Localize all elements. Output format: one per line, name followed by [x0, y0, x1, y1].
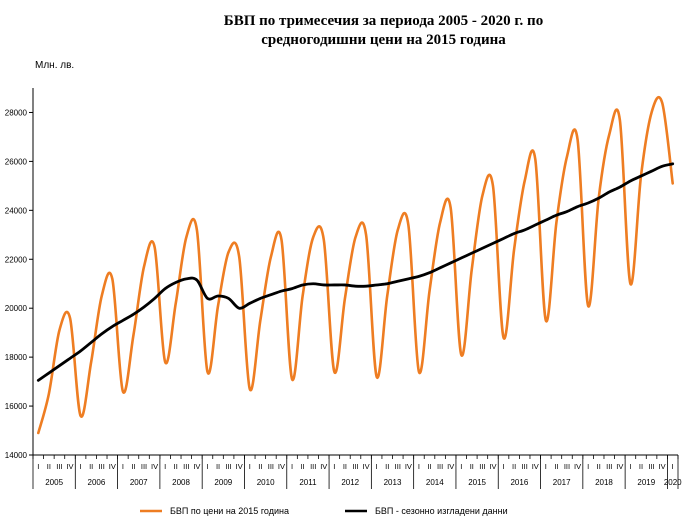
gdp-series-line — [36, 96, 675, 435]
x-quarter-label: III — [268, 462, 274, 471]
x-year-label: 2015 — [468, 478, 486, 487]
x-year-label: 2007 — [130, 478, 148, 487]
x-quarter-label: III — [522, 462, 528, 471]
x-quarter-label: I — [37, 462, 39, 471]
series-group — [36, 96, 675, 435]
x-quarter-label: II — [512, 462, 516, 471]
x-quarter-label: II — [174, 462, 178, 471]
x-year-label: 2008 — [172, 478, 190, 487]
x-quarter-label: III — [56, 462, 62, 471]
gdp-seasonally-adjusted-line — [36, 162, 675, 382]
x-quarter-label: I — [80, 462, 82, 471]
x-quarter-label: II — [301, 462, 305, 471]
x-quarter-label: III — [564, 462, 570, 471]
x-quarter-label: III — [141, 462, 147, 471]
x-quarter-label: II — [470, 462, 474, 471]
x-quarter-label: II — [554, 462, 558, 471]
x-quarter-label: III — [479, 462, 485, 471]
y-tick-label: 14000 — [5, 451, 28, 460]
x-quarter-label: II — [47, 462, 51, 471]
x-quarter-label: II — [131, 462, 135, 471]
legend: БВП по цени на 2015 година БВП - сезонно … — [140, 506, 508, 516]
x-quarter-label: I — [545, 462, 547, 471]
x-quarter-label: II — [597, 462, 601, 471]
x-quarter-label: II — [385, 462, 389, 471]
x-quarter-label: IV — [489, 462, 496, 471]
x-quarter-label: I — [164, 462, 166, 471]
x-quarter-label: IV — [574, 462, 581, 471]
x-quarter-label: I — [291, 462, 293, 471]
y-tick-label: 20000 — [5, 304, 28, 313]
axes-group: 14000 16000 18000 20000 22000 24000 26000 28000… — [5, 88, 682, 489]
x-quarter-label: II — [343, 462, 347, 471]
x-year-label: 2017 — [553, 478, 571, 487]
x-quarter-label: III — [310, 462, 316, 471]
x-quarter-label: IV — [532, 462, 539, 471]
y-tick-label: 28000 — [5, 108, 28, 117]
x-year-label: 2013 — [384, 478, 402, 487]
x-year-label: 2012 — [341, 478, 359, 487]
x-year-label: 2011 — [299, 478, 317, 487]
y-tick-label: 16000 — [5, 402, 28, 411]
x-quarter-label: IV — [659, 462, 666, 471]
y-tick-label: 24000 — [5, 206, 28, 215]
x-quarter-label: III — [648, 462, 654, 471]
x-quarter-label: III — [606, 462, 612, 471]
x-quarter-label: IV — [447, 462, 454, 471]
x-quarter-label: I — [672, 462, 674, 471]
x-quarter-label: III — [352, 462, 358, 471]
x-quarter-label: II — [427, 462, 431, 471]
x-quarter-label: IV — [320, 462, 327, 471]
x-quarter-label: I — [460, 462, 462, 471]
x-year-label: 2006 — [88, 478, 106, 487]
x-year-label: 2016 — [510, 478, 528, 487]
y-tick-label: 18000 — [5, 353, 28, 362]
chart-title: БВП по тримесечия за периода 2005 - 2020… — [0, 12, 687, 50]
x-quarter-label: III — [437, 462, 443, 471]
x-quarter-label: I — [418, 462, 420, 471]
y-axis-unit-label: Млн. лв. — [35, 60, 75, 71]
x-quarter-label: II — [89, 462, 93, 471]
x-year-label: 2018 — [595, 478, 613, 487]
x-quarter-label: IV — [193, 462, 200, 471]
x-quarter-label: III — [225, 462, 231, 471]
x-year-label: 2020 — [664, 478, 682, 487]
chart-title-line-1: БВП по тримесечия за периода 2005 - 2020… — [223, 13, 544, 29]
x-quarter-label: IV — [236, 462, 243, 471]
x-year-label: 2005 — [45, 478, 63, 487]
x-quarter-label: II — [258, 462, 262, 471]
legend-label: БВП по цени на 2015 година — [170, 506, 289, 516]
x-quarter-label: III — [395, 462, 401, 471]
y-tick-label: 22000 — [5, 255, 28, 264]
x-quarter-label: II — [639, 462, 643, 471]
x-quarter-label: I — [629, 462, 631, 471]
x-quarter-label: IV — [66, 462, 73, 471]
x-quarter-label: I — [249, 462, 251, 471]
y-tick-label: 26000 — [5, 157, 28, 166]
x-quarter-label: IV — [278, 462, 285, 471]
x-year-label: 2014 — [426, 478, 444, 487]
chart-title-line-2: средногодишни цени на 2015 година — [261, 32, 506, 48]
x-quarter-label: I — [122, 462, 124, 471]
x-quarter-label: III — [183, 462, 189, 471]
x-quarter-label: IV — [405, 462, 412, 471]
x-quarter-label: IV — [616, 462, 623, 471]
x-quarter-label: I — [587, 462, 589, 471]
x-quarter-label: I — [376, 462, 378, 471]
x-quarter-label: IV — [151, 462, 158, 471]
x-year-label: 2009 — [214, 478, 232, 487]
legend-label: БВП - сезонно изгладени данни — [375, 506, 508, 516]
x-quarter-label: IV — [109, 462, 116, 471]
x-quarter-label: II — [216, 462, 220, 471]
x-quarter-label: III — [99, 462, 105, 471]
x-quarter-label: I — [502, 462, 504, 471]
x-year-label: 2019 — [637, 478, 655, 487]
x-quarter-label: I — [206, 462, 208, 471]
x-quarter-label: IV — [363, 462, 370, 471]
x-year-label: 2010 — [257, 478, 275, 487]
x-quarter-label: I — [333, 462, 335, 471]
